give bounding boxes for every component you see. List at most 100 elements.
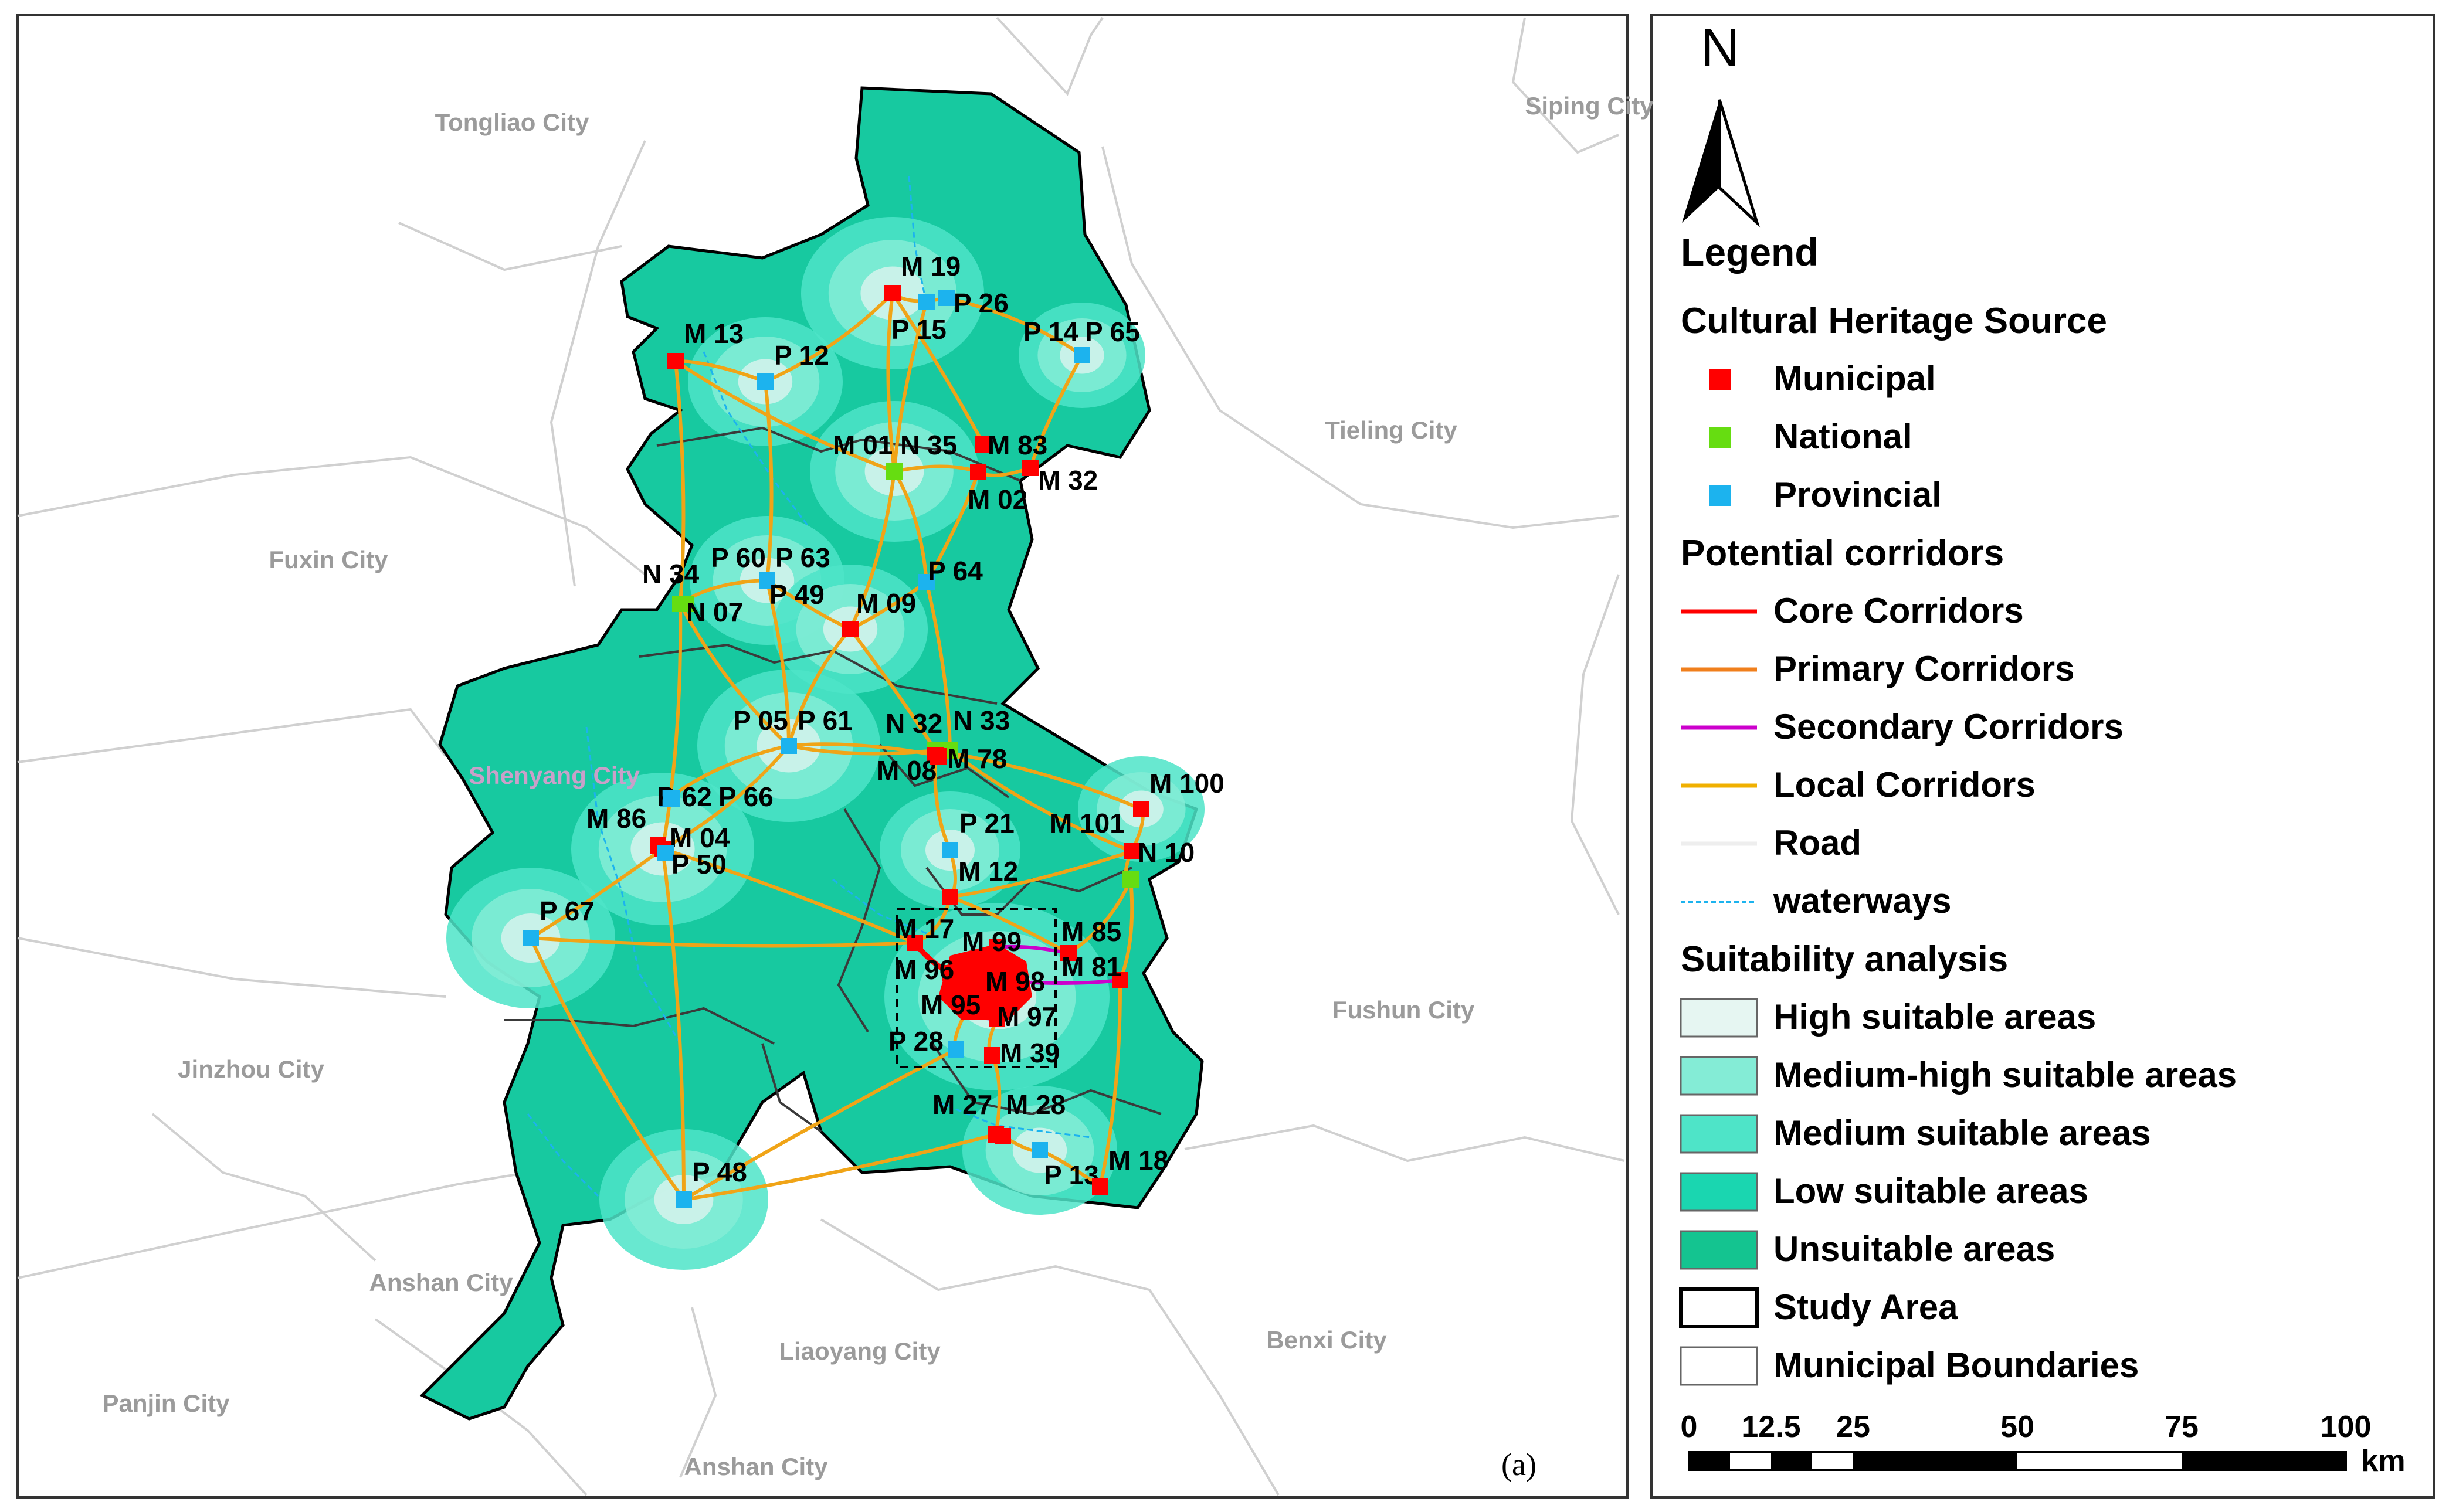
corridor-p-05-m-04 [662, 745, 791, 851]
site-label-m-86: M 86 [586, 803, 646, 834]
city-label-jinzhou-city: Jinzhou City [178, 1055, 324, 1083]
site-label-m-28: M 28 [1006, 1089, 1066, 1120]
legend-title: Legend [1681, 230, 1819, 274]
corridor-m-12-m-85 [949, 895, 1070, 955]
provincial-heritage-marker [1032, 1142, 1048, 1158]
site-label-p-21: P 21 [959, 808, 1015, 838]
site-label-p-48: P 48 [692, 1157, 747, 1187]
site-label-m-101: M 101 [1050, 808, 1125, 838]
legend-swatch-study-area [1679, 1287, 1759, 1328]
site-label-p-49: P 49 [769, 579, 825, 610]
legend-heading-cultural-heritage-source: Cultural Heritage Source [1681, 301, 2107, 341]
corridor-p-05-p-62 [667, 744, 789, 800]
site-label-p-14: P 14 [1023, 317, 1078, 347]
corridor-m-13-p-12 [675, 359, 766, 383]
legend-heading-suitability-analysis: Suitability analysis [1681, 939, 2009, 980]
site-label-n-32: N 32 [886, 708, 942, 739]
corridor-m-04-m-17 [662, 847, 916, 944]
legend-frame-border [1650, 14, 2435, 1499]
corridor-p-15-m-01 [893, 301, 928, 472]
site-label-n-33: N 33 [953, 705, 1010, 736]
legend-swatch-provincial [1709, 485, 1731, 506]
scale-bar [1688, 1451, 2347, 1471]
site-label-m-27: M 27 [932, 1089, 992, 1120]
municipal-heritage-marker [989, 972, 1005, 988]
municipal-heritage-marker [1060, 945, 1077, 961]
legend-item-low-suitable-areas: Low suitable areas [1773, 1171, 2088, 1211]
site-label-n-34: N 34 [642, 559, 700, 589]
site-label-m-78: M 78 [947, 743, 1007, 774]
city-label-anshan-city: Anshan City [369, 1269, 513, 1296]
municipal-heritage-marker [984, 1047, 1000, 1064]
site-label-n-07: N 07 [686, 597, 743, 627]
site-label-m-96: M 96 [894, 954, 954, 985]
site-label-p-50: P 50 [671, 849, 727, 879]
municipal-heritage-marker [942, 889, 958, 905]
corridor-n-34-m-04 [661, 603, 683, 850]
corridor-n-10-m-85 [1067, 878, 1132, 955]
corridor-p-48-m-27 [683, 1133, 996, 1201]
municipal-heritage-marker [1124, 843, 1140, 859]
site-label-p-15: P 15 [891, 314, 947, 345]
legend-item-unsuitable-areas: Unsuitable areas [1773, 1229, 2055, 1269]
legend-swatch-medium-high-suitable-areas [1680, 1056, 1758, 1096]
site-label-m-09: M 09 [856, 588, 916, 619]
site-label-m-100: M 100 [1149, 768, 1224, 799]
legend-item-medium-high-suitable-areas: Medium-high suitable areas [1773, 1055, 2237, 1095]
site-label-p-64: P 64 [928, 556, 983, 586]
scale-tick-label: 0 [1680, 1410, 1698, 1444]
corridor-p-67-m-17 [530, 936, 915, 948]
site-label-m-08: M 08 [877, 755, 937, 786]
site-label-p-65: P 65 [1085, 317, 1140, 347]
corridor-p-65-m-32 [1029, 354, 1084, 468]
municipal-heritage-marker [884, 285, 901, 301]
corridor-n-32-m-100 [935, 749, 1142, 811]
site-label-m-32: M 32 [1038, 465, 1098, 495]
provincial-heritage-marker [938, 290, 955, 306]
legend-item-core-corridors: Core Corridors [1773, 591, 2024, 630]
corridor-p-12-p-60 [764, 381, 774, 581]
corridor-m-12-m-101 [949, 850, 1132, 899]
site-label-m-99: M 99 [962, 926, 1022, 957]
legend-swatch-low-suitable-areas [1680, 1172, 1758, 1212]
scale-tick-label: 25 [1836, 1410, 1870, 1444]
national-heritage-marker [1122, 871, 1139, 888]
legend-item-municipal-boundaries: Municipal Boundaries [1773, 1345, 2139, 1385]
site-label-m-13: M 13 [684, 318, 744, 349]
site-label-m-81: M 81 [1061, 952, 1121, 982]
site-label-m-95: M 95 [921, 990, 981, 1020]
provincial-heritage-marker [523, 930, 539, 946]
scale-tick-label: 12.5 [1741, 1410, 1801, 1444]
corridor-n-33-m-101 [949, 749, 1133, 853]
municipal-heritage-marker [1112, 972, 1128, 988]
legend-swatch-municipal [1709, 369, 1731, 390]
municipal-heritage-marker [667, 353, 684, 369]
site-label-m-97: M 97 [997, 1001, 1057, 1032]
corridor-p-60-p-05 [765, 580, 791, 746]
site-label-m-98: M 98 [985, 966, 1045, 997]
city-label-anshan-city: Anshan City [684, 1453, 828, 1480]
legend-item-study-area: Study Area [1773, 1287, 1958, 1327]
municipal-heritage-marker [842, 621, 859, 637]
scale-tick-label: 50 [2000, 1410, 2034, 1444]
site-label-p-26: P 26 [954, 288, 1009, 318]
corridor-m-09-n-32 [849, 628, 937, 752]
provincial-heritage-marker [663, 790, 680, 807]
corridor-m-13-n-34 [674, 361, 686, 604]
legend-item-national: National [1773, 417, 1912, 456]
site-label-m-02: M 02 [968, 484, 1027, 515]
corridor-n-35-m-09 [849, 471, 896, 630]
site-label-p-67: P 67 [540, 896, 595, 926]
site-label-m-39: M 39 [1000, 1038, 1060, 1068]
city-label-fushun-city: Fushun City [1332, 996, 1475, 1024]
legend-item-road: Road [1773, 823, 1861, 862]
corridor-m-19-m-83 [891, 292, 985, 446]
legend-graphics [1679, 369, 1759, 1386]
corridor-m-13-m-01 [674, 359, 896, 473]
site-label-p-63: P 63 [775, 542, 830, 573]
city-label-fuxin-city: Fuxin City [269, 546, 388, 573]
corridor-n-34-p-05 [679, 603, 791, 747]
north-label: N [1701, 18, 1740, 78]
